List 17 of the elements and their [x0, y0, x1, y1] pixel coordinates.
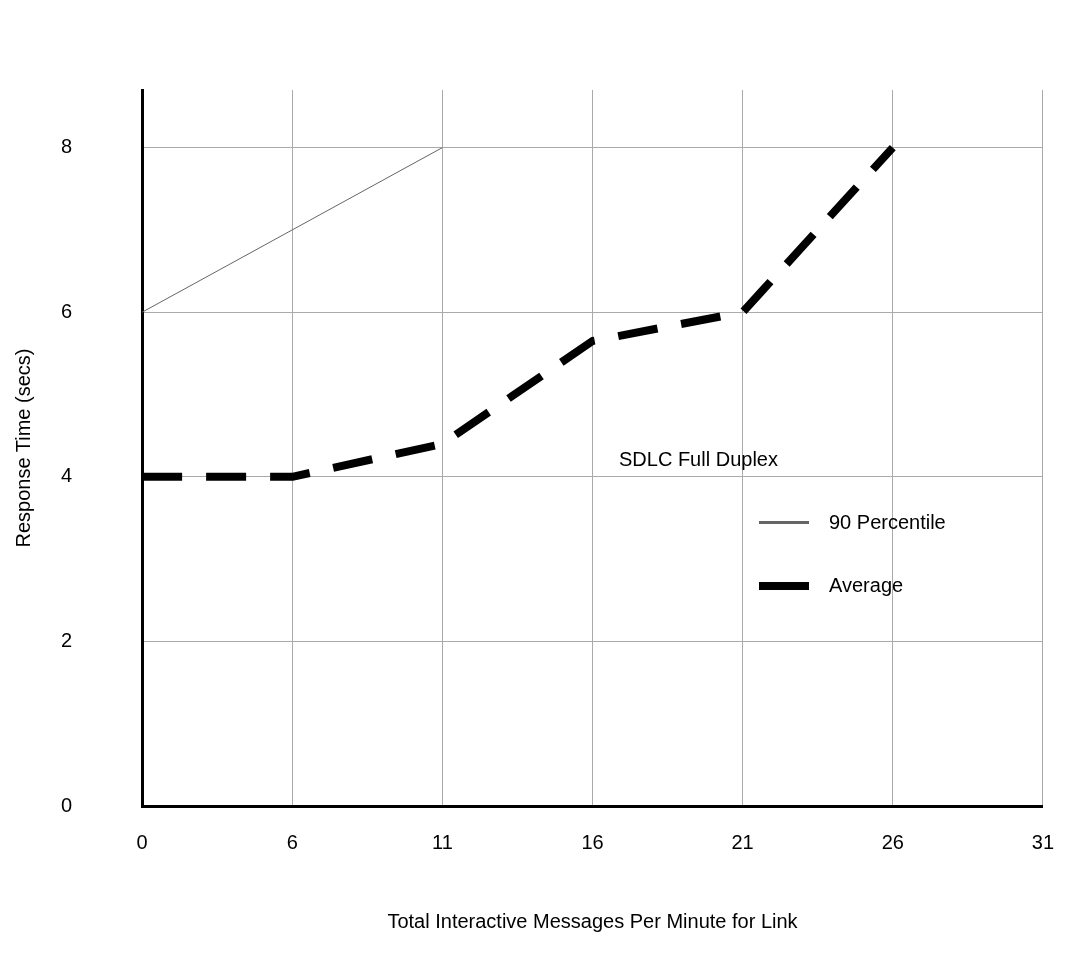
x-tick-label: 0: [136, 830, 148, 853]
legend-label: 90 Percentile: [829, 511, 946, 534]
y-tick-label: 2: [61, 628, 73, 651]
x-tick-label: 26: [881, 830, 904, 853]
y-tick-label: 4: [61, 464, 73, 487]
y-axis-title: Response Time (secs): [11, 348, 34, 548]
x-tick-label: 16: [581, 830, 604, 853]
legend-title: SDLC Full Duplex: [619, 448, 779, 471]
x-tick-label: 21: [731, 830, 754, 853]
x-tick-label: 31: [1031, 830, 1054, 853]
x-tick-label: 6: [286, 830, 298, 853]
x-tick-label: 11: [431, 830, 453, 853]
x-axis-title: Total Interactive Messages Per Minute for Link: [387, 909, 799, 932]
y-tick-label: 0: [61, 793, 73, 816]
legend-label: Average: [829, 574, 904, 597]
y-tick-label: 8: [61, 135, 73, 158]
y-tick-label: 6: [61, 299, 73, 322]
